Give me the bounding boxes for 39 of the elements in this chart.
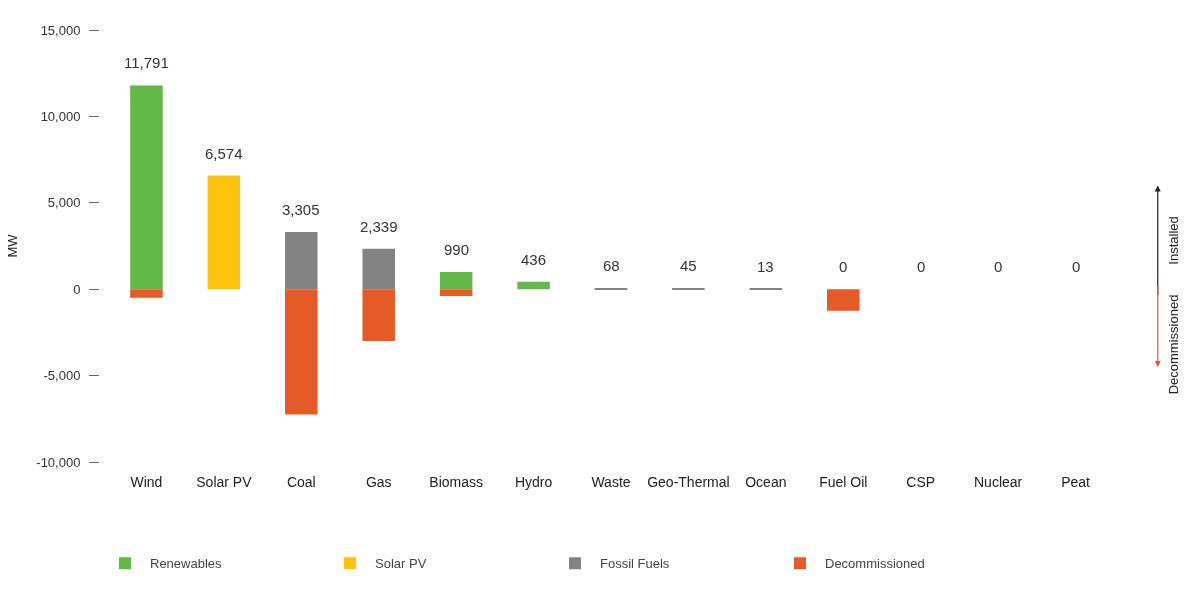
y-tick-label: 0 bbox=[73, 281, 81, 297]
x-tick-label: Ocean bbox=[745, 474, 787, 490]
y-tick-label: 10,000 bbox=[40, 108, 81, 124]
legend-label: Renewables bbox=[150, 556, 223, 572]
y-axis-title: MW bbox=[5, 233, 21, 258]
x-tick-label: Waste bbox=[591, 474, 631, 490]
y-tick-label: 5,000 bbox=[47, 195, 81, 211]
text: Installed bbox=[1166, 216, 1181, 265]
data-label: 45 bbox=[680, 257, 697, 274]
data-label: 11,791 bbox=[124, 54, 169, 71]
data-label: 6,574 bbox=[205, 145, 243, 162]
data-label: 0 bbox=[917, 258, 926, 275]
x-tick-label: Fuel Oil bbox=[819, 474, 868, 490]
data-label: 0 bbox=[1072, 258, 1081, 275]
data-label: 990 bbox=[444, 241, 470, 258]
data-label: 13 bbox=[757, 258, 774, 275]
x-tick-label: Nuclear bbox=[973, 474, 1023, 490]
x-tick-label: Peat bbox=[1061, 474, 1091, 490]
data-label: 0 bbox=[839, 258, 848, 275]
data-label: 2,339 bbox=[360, 218, 398, 235]
x-tick-label: Hydro bbox=[514, 474, 553, 490]
legend-label: Solar PV bbox=[375, 556, 427, 572]
x-tick-label: Biomass bbox=[429, 474, 483, 490]
y-tick-label: -10,000 bbox=[36, 454, 81, 470]
x-tick-label: Gas bbox=[365, 474, 392, 490]
legend-label: Decommissioned bbox=[825, 556, 925, 572]
y-tick-label: 15,000 bbox=[40, 22, 81, 38]
x-tick-label: Coal bbox=[286, 474, 316, 490]
legend-label: Fossil Fuels bbox=[600, 556, 670, 572]
x-tick-label: Wind bbox=[130, 474, 163, 490]
data-label: 0 bbox=[994, 258, 1003, 275]
x-tick-label: Solar PV bbox=[196, 474, 253, 490]
data-label: 68 bbox=[603, 257, 620, 274]
x-tick-label: Geo-Thermal bbox=[647, 474, 730, 490]
x-tick-label: CSP bbox=[906, 474, 936, 490]
y-tick-label: -5,000 bbox=[43, 368, 81, 384]
text: Decommissioned bbox=[1166, 294, 1182, 395]
data-label: 3,305 bbox=[282, 201, 320, 218]
data-label: 436 bbox=[521, 251, 547, 268]
